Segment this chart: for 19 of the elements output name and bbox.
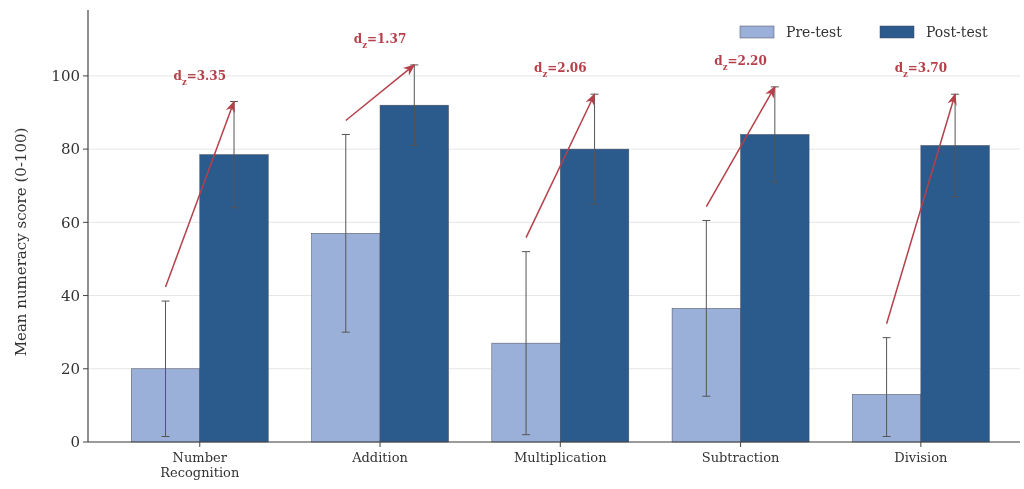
annotation: d$_{z}$=3.35 (173, 68, 226, 87)
x-tick-label: Addition (351, 450, 409, 465)
y-tick-label: 80 (60, 140, 80, 159)
annotation: d$_{z}$=2.06 (534, 61, 587, 80)
legend-label: Post-test (926, 23, 988, 40)
x-tick-label: Number Recognition (160, 450, 240, 480)
y-tick-label: 20 (60, 360, 80, 379)
y-axis-title: Mean numeracy score (0-100) (12, 127, 30, 357)
y-tick-label: 100 (51, 67, 80, 86)
annotation: d$_{z}$=3.70 (894, 61, 948, 80)
x-tick-label: Multiplication (514, 450, 608, 465)
annotation: d$_{z}$=1.37 (353, 31, 407, 50)
annotation: d$_{z}$=2.20 (714, 53, 767, 72)
x-tick-label: Division (894, 450, 949, 465)
y-tick-label: 40 (60, 286, 80, 305)
y-tick-label: 0 (70, 433, 80, 452)
x-tick-label: Subtraction (701, 450, 781, 465)
y-tick-label: 60 (60, 213, 80, 232)
legend-label: Pre-test (786, 23, 843, 40)
